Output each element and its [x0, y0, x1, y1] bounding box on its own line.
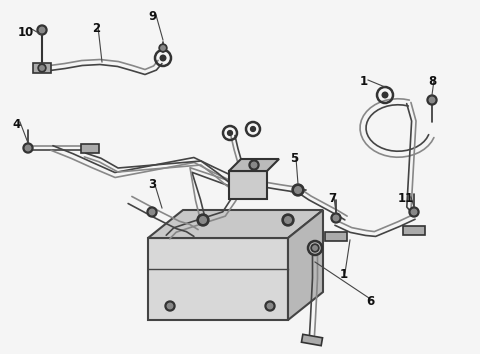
Bar	[229, 171, 267, 199]
Circle shape	[427, 95, 437, 105]
Circle shape	[23, 143, 33, 153]
Bar	[403, 225, 425, 234]
Text: 7: 7	[328, 192, 336, 205]
Circle shape	[382, 92, 388, 98]
Circle shape	[228, 131, 232, 136]
Bar	[301, 334, 323, 346]
Circle shape	[267, 303, 273, 309]
Text: 2: 2	[92, 22, 100, 35]
Text: 11: 11	[398, 192, 414, 205]
Circle shape	[38, 64, 46, 72]
Circle shape	[149, 209, 155, 215]
Circle shape	[249, 160, 259, 170]
Circle shape	[200, 217, 206, 223]
Text: 5: 5	[290, 152, 298, 165]
Text: 1: 1	[340, 268, 348, 281]
Circle shape	[313, 246, 317, 250]
Circle shape	[411, 209, 417, 215]
Circle shape	[409, 207, 419, 217]
Circle shape	[333, 215, 339, 221]
Text: 9: 9	[148, 10, 156, 23]
Circle shape	[161, 46, 165, 50]
Circle shape	[331, 213, 341, 223]
Bar	[325, 232, 347, 240]
Bar	[148, 238, 288, 320]
Polygon shape	[229, 159, 279, 171]
Text: 3: 3	[148, 178, 156, 191]
Circle shape	[147, 207, 157, 217]
Circle shape	[37, 25, 47, 35]
Circle shape	[311, 244, 319, 252]
Text: 8: 8	[428, 75, 436, 88]
Circle shape	[251, 126, 255, 131]
Circle shape	[429, 97, 435, 103]
Text: 10: 10	[18, 26, 34, 39]
Circle shape	[165, 301, 175, 311]
Polygon shape	[148, 210, 323, 238]
Bar	[33, 63, 51, 73]
Circle shape	[285, 217, 291, 223]
Circle shape	[40, 66, 44, 70]
Circle shape	[251, 162, 257, 168]
Circle shape	[160, 55, 166, 61]
Circle shape	[295, 187, 301, 193]
Circle shape	[25, 145, 31, 151]
Text: 4: 4	[12, 118, 20, 131]
Circle shape	[312, 246, 317, 250]
Text: 1: 1	[360, 75, 368, 88]
Text: 6: 6	[366, 295, 374, 308]
Circle shape	[282, 214, 294, 226]
Circle shape	[167, 303, 173, 309]
Circle shape	[265, 301, 275, 311]
Circle shape	[197, 214, 209, 226]
Circle shape	[39, 27, 45, 33]
Polygon shape	[288, 210, 323, 320]
Bar	[81, 143, 99, 153]
Circle shape	[292, 184, 304, 196]
Circle shape	[159, 44, 167, 52]
